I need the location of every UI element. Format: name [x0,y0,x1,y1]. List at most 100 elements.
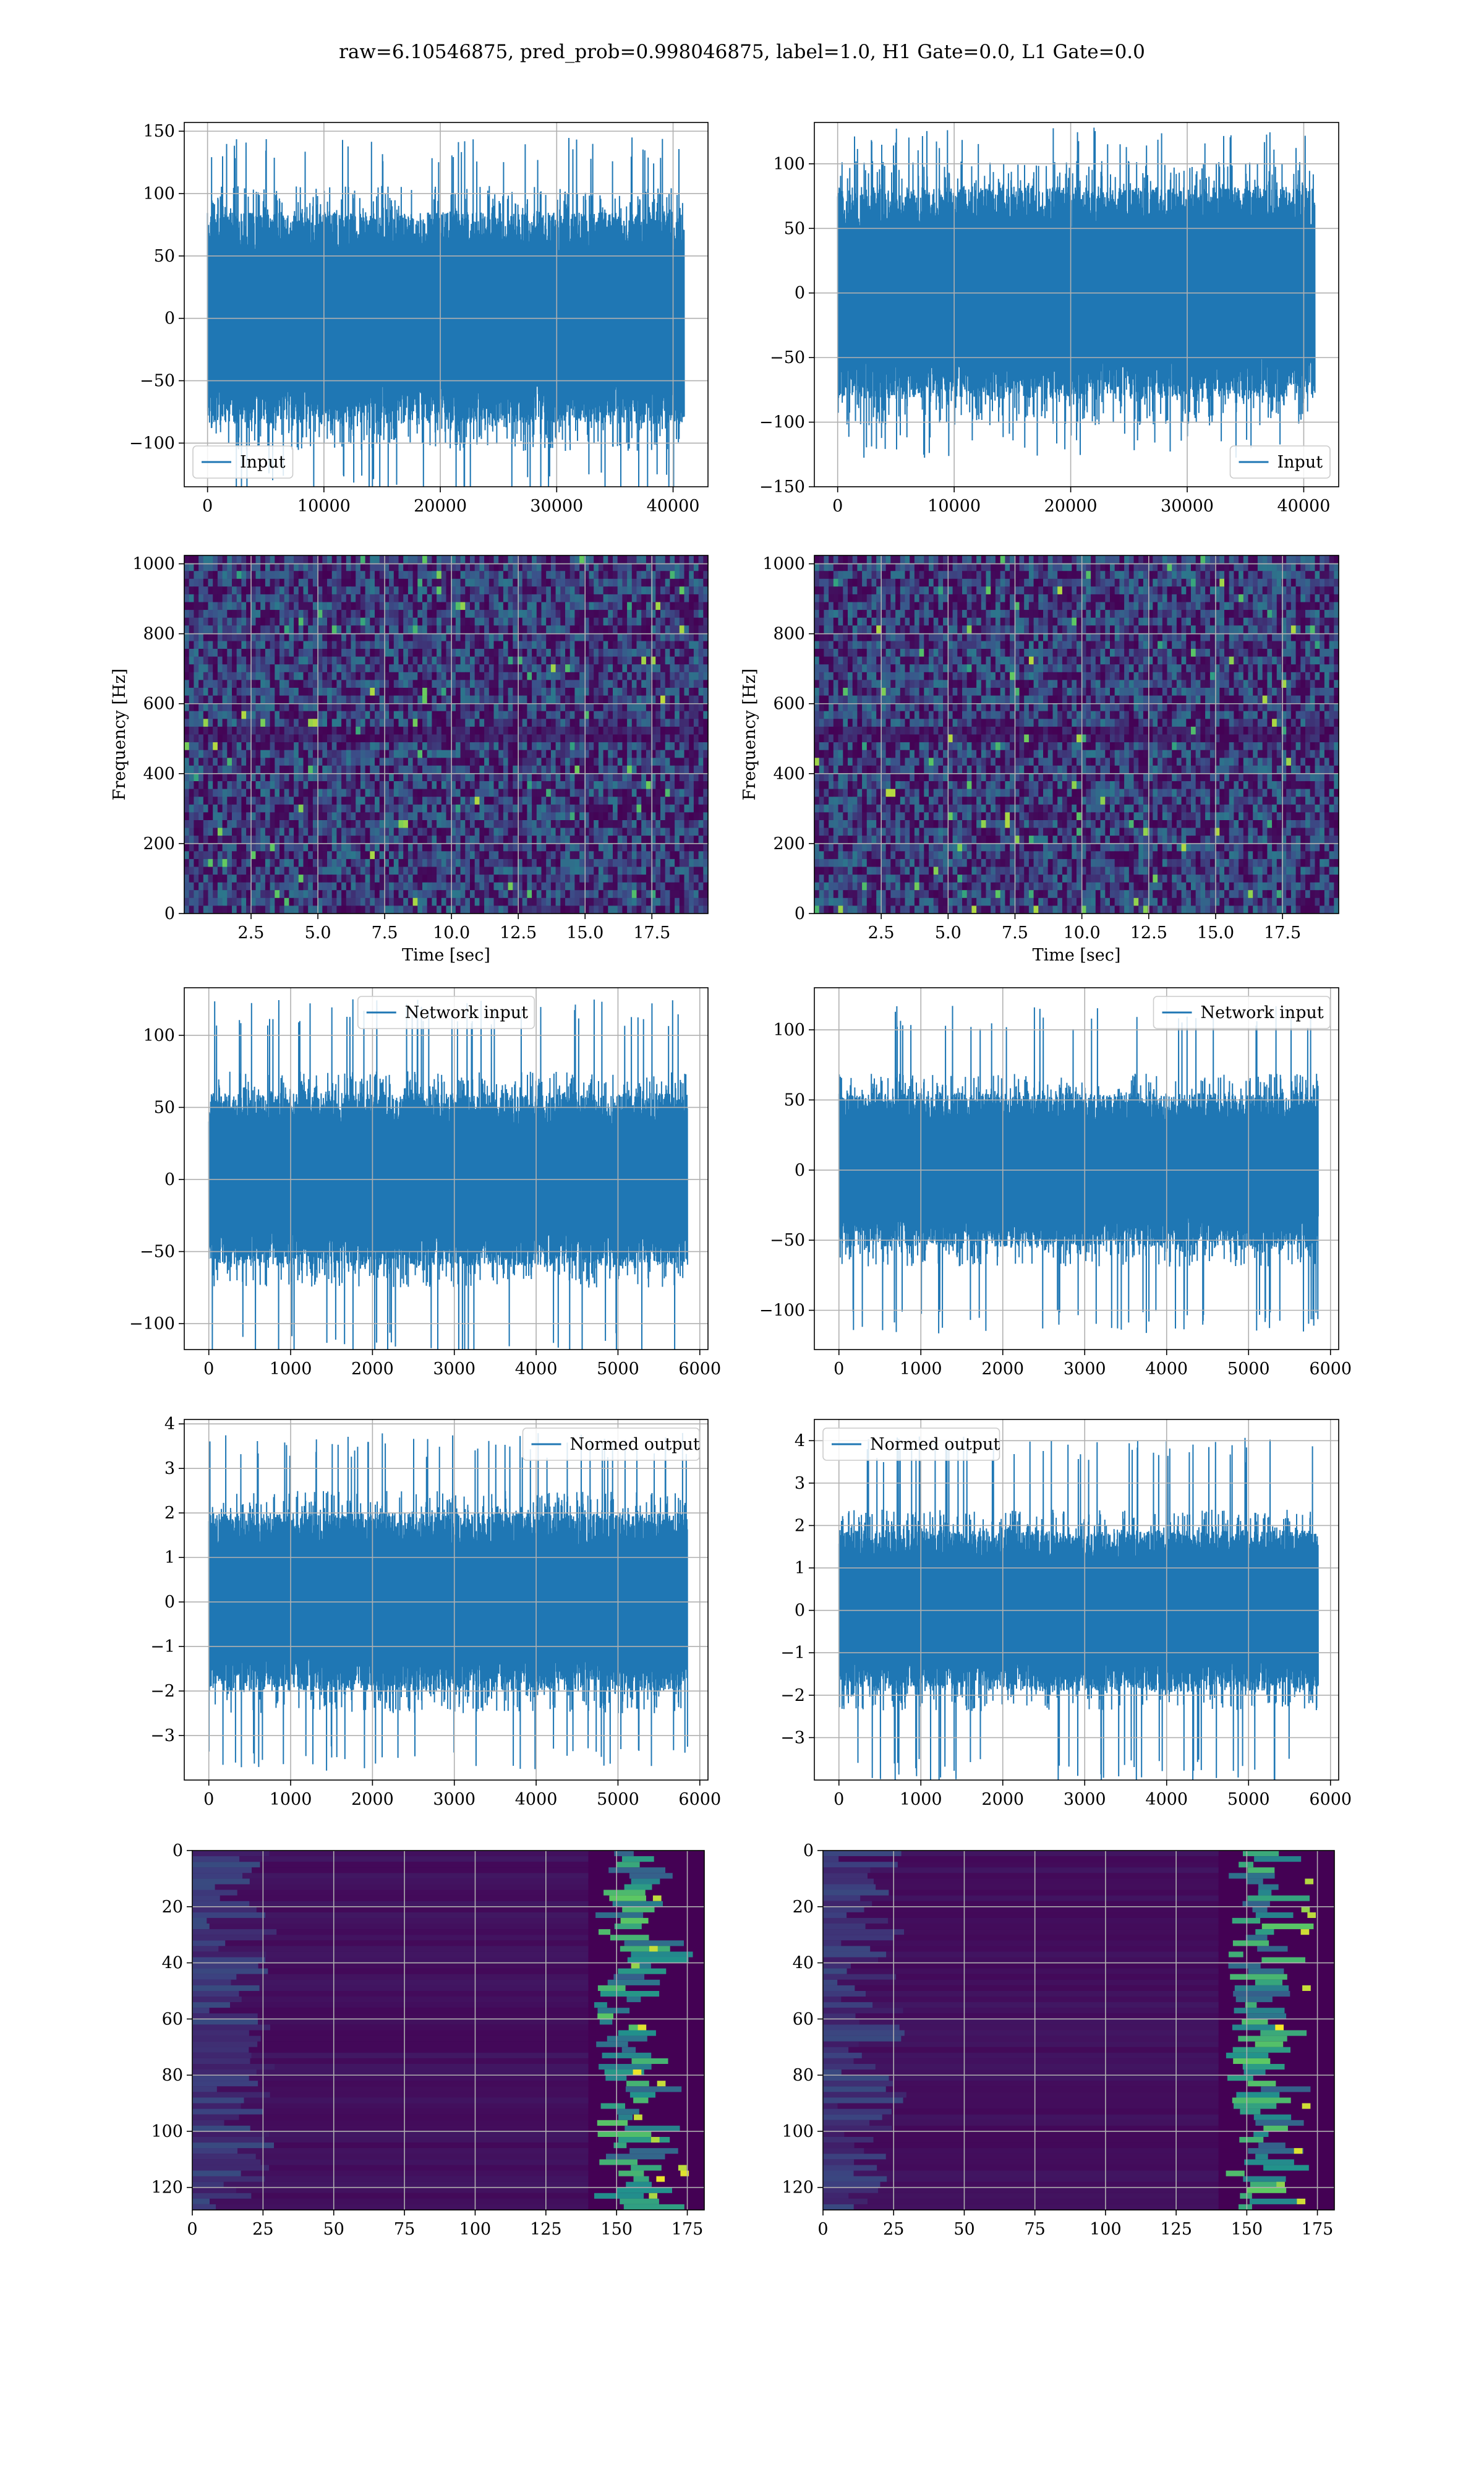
spectrogram-cell [636,649,642,657]
spectrogram-cell [460,867,466,875]
spectrogram-cell [375,617,380,626]
spectrogram-cell [603,765,608,774]
spectrogram-cell [541,858,547,868]
spectrogram-cell [541,688,547,696]
spectrogram-cell [684,571,689,580]
spectrogram-cell [465,781,471,790]
spectrogram-cell [455,610,461,618]
spectrogram-cell [298,750,304,758]
spectrogram-cell [275,789,280,797]
spectrogram-cell [474,804,480,813]
spectrogram-cell [613,742,618,751]
spectrogram-cell [398,656,404,665]
spectrogram-cell [427,781,432,790]
spectrogram-cell [660,804,666,813]
spectrogram-cell [312,750,318,758]
spectrogram-cell [260,851,266,860]
spectrogram-cell [460,672,466,680]
spectrogram-cell [698,804,704,813]
spectrogram-cell [375,586,380,595]
spectrogram-cell [184,734,190,743]
spectrogram-cell [703,875,709,883]
spectrogram-cell [294,836,299,844]
spectrogram-cell [308,594,313,603]
spectrogram-cell [398,680,404,688]
spectrogram-cell [260,726,266,735]
spectrogram-cell [650,773,656,782]
spectrogram-cell [312,867,318,875]
spectrogram-cell [370,820,375,829]
spectrogram-cell [679,633,685,642]
spectrogram-cell [308,633,313,642]
spectrogram-cell [398,672,404,680]
spectrogram-cell [631,750,638,758]
spectrogram-cell [503,858,509,868]
spectrogram-cell [322,742,328,751]
spectrogram-cell [236,820,242,829]
spectrogram-cell [598,828,604,836]
spectrogram-cell [189,610,194,618]
spectrogram-cell [594,890,599,899]
spectrogram-cell [365,563,370,571]
spectrogram-cell [427,742,432,751]
panel-spectrogram-h1: 2.5 5.0 7.5 10.0 12.5 15.0 17.5020040060080010… [110,555,709,965]
spectrogram-cell [508,867,513,875]
spectrogram-cell [232,610,237,618]
spectrogram-cell [598,851,604,860]
spectrogram-cell [608,890,613,899]
spectrogram-cell [560,843,566,852]
spectrogram-cell [346,867,352,875]
spectrogram-cell [675,594,680,603]
spectrogram-cell [407,765,414,774]
spectrogram-cell [375,789,380,797]
spectrogram-cell [275,797,280,805]
y-tick-label: 0 [164,309,175,328]
spectrogram-cell [346,804,352,813]
spectrogram-cell [331,797,337,805]
spectrogram-cell [565,617,571,626]
spectrogram-cell [636,773,642,782]
spectrogram-cell [488,571,495,580]
spectrogram-cell [698,726,704,735]
y-tick-label: 50 [154,247,175,266]
spectrogram-cell [246,641,252,649]
spectrogram-cell [270,875,275,883]
spectrogram-cell [598,688,604,696]
spectrogram-cell [508,726,513,735]
spectrogram-cell [451,781,456,790]
spectrogram-cell [279,688,285,696]
spectrogram-cell [213,897,218,906]
spectrogram-cell [336,586,342,595]
spectrogram-cell [513,571,518,580]
spectrogram-cell [532,711,537,719]
spectrogram-cell [546,758,552,766]
spectrogram-cell [422,789,428,797]
spectrogram-cell [255,602,261,610]
spectrogram-cell [346,578,352,587]
spectrogram-cell [246,571,252,580]
spectrogram-cell [684,875,689,883]
spectrogram-cell [679,641,685,649]
spectrogram-cell [260,633,266,642]
spectrogram-cell [403,750,409,758]
spectrogram-cell [684,594,689,603]
spectrogram-cell [641,610,647,618]
spectrogram-cell [441,742,447,751]
spectrogram-cell [603,797,608,805]
spectrogram-cell [451,695,456,704]
spectrogram-cell [260,789,266,797]
spectrogram-cell [437,758,442,766]
spectrogram-cell [574,758,580,766]
spectrogram-cell [294,625,299,634]
spectrogram-cell [227,649,232,657]
spectrogram-cell [432,633,437,642]
spectrogram-cell [260,875,266,883]
spectrogram-cell [417,633,423,642]
spectrogram-cell [479,851,485,860]
spectrogram-cell [589,858,594,868]
spectrogram-cell [584,812,590,821]
spectrogram-cell [255,688,261,696]
spectrogram-cell [327,867,333,875]
spectrogram-cell [213,625,218,634]
spectrogram-cell [627,695,633,704]
